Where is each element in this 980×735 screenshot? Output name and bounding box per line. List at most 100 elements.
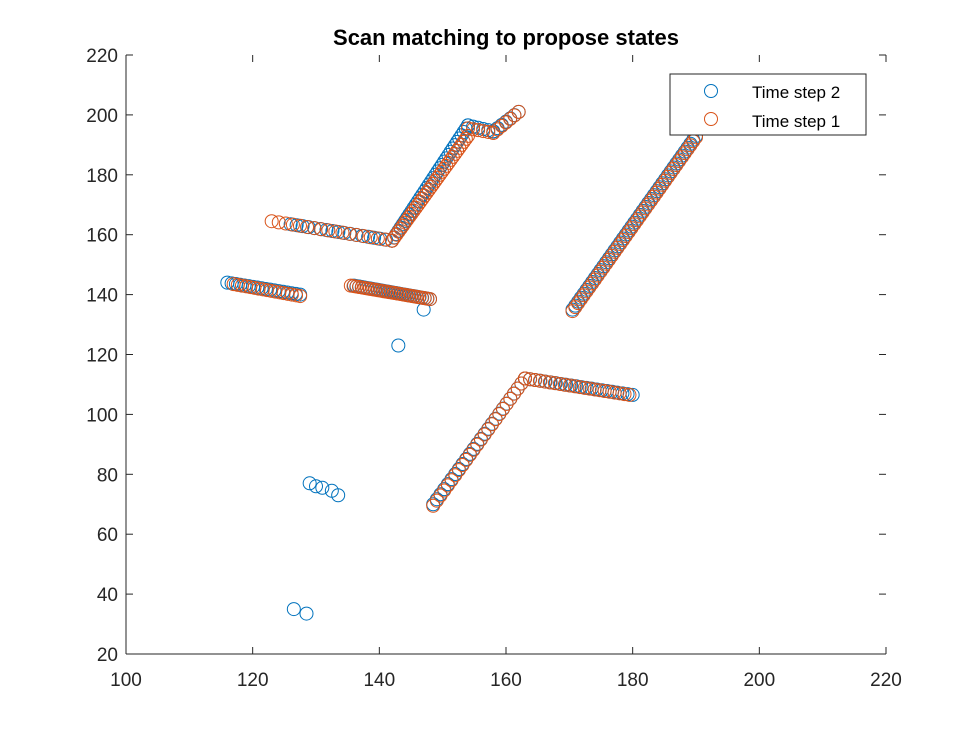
data-point [527, 373, 542, 388]
data-point [547, 376, 562, 391]
data-point [627, 217, 642, 232]
data-point [470, 437, 485, 452]
data-point [349, 227, 364, 242]
data-point [471, 123, 486, 138]
data-point [632, 209, 647, 224]
data-point [342, 226, 357, 241]
data-point [565, 304, 580, 319]
data-point [613, 236, 628, 251]
y-tick-label: 60 [97, 525, 118, 546]
legend: Time step 2 Time step 1 [669, 73, 867, 136]
data-point [571, 296, 586, 311]
data-point [592, 383, 607, 398]
data-point [618, 229, 633, 244]
data-point [669, 158, 684, 172]
data-point [477, 427, 492, 442]
y-tick-label: 180 [86, 166, 118, 187]
data-point [621, 225, 636, 240]
data-point [514, 376, 529, 391]
y-tick-label: 140 [86, 286, 118, 307]
x-tick-label: 200 [743, 670, 775, 691]
data-point [672, 154, 687, 169]
data-point [655, 177, 670, 192]
data-point [423, 292, 437, 307]
data-point [683, 138, 698, 153]
legend-marker-time-step-2 [704, 84, 718, 98]
y-tick-label: 200 [86, 106, 118, 127]
x-tick-label: 220 [870, 670, 902, 691]
data-point [666, 161, 681, 176]
data-point [590, 268, 605, 283]
data-point [429, 493, 444, 508]
data-point [601, 252, 616, 267]
data-point [459, 452, 474, 467]
data-point [652, 181, 667, 196]
data-point [481, 422, 496, 437]
data-point [635, 205, 650, 220]
data-point [506, 386, 521, 401]
data-point [663, 165, 678, 180]
data-point [499, 396, 514, 411]
y-tick-label: 80 [97, 465, 118, 486]
data-point [624, 221, 639, 236]
data-point [607, 385, 622, 400]
data-point [335, 225, 350, 240]
series-1 [226, 104, 703, 513]
data-point [356, 229, 371, 244]
data-point [585, 276, 600, 291]
data-point [638, 201, 653, 216]
data-point [314, 222, 329, 237]
data-point [492, 407, 507, 422]
data-point [597, 384, 612, 399]
plot-background [126, 55, 886, 654]
data-point [278, 216, 293, 231]
data-point [444, 473, 459, 488]
data-point [309, 479, 323, 494]
x-tick-label: 140 [363, 670, 395, 691]
x-tick-label: 180 [617, 670, 649, 691]
data-point [596, 260, 611, 275]
data-point [490, 122, 505, 137]
data-point [649, 185, 664, 200]
data-point [602, 384, 617, 399]
data-point [587, 382, 602, 397]
data-point [680, 142, 695, 157]
y-tick-label: 100 [86, 405, 118, 426]
x-tick-label: 120 [237, 670, 269, 691]
data-point [307, 221, 322, 236]
data-point [607, 244, 622, 259]
data-point [391, 338, 406, 353]
data-point [416, 302, 431, 317]
data-point [674, 150, 689, 165]
data-point [646, 189, 661, 204]
data-point [458, 131, 473, 146]
y-tick-label: 20 [97, 645, 118, 666]
data-point [466, 122, 481, 137]
data-point [370, 231, 385, 246]
data-point [488, 412, 503, 427]
data-point [299, 606, 314, 621]
data-point [461, 121, 475, 136]
data-point [542, 375, 557, 390]
data-point [433, 488, 448, 503]
data-point [582, 280, 597, 295]
data-point [331, 488, 346, 503]
data-point [486, 125, 501, 140]
data-point [292, 218, 307, 233]
legend-label-time-step-1: Time step 1 [752, 112, 840, 131]
legend-label-time-step-2: Time step 2 [752, 83, 840, 102]
data-point [455, 458, 470, 473]
data-point [644, 193, 659, 208]
data-point [599, 256, 614, 271]
y-tick-label: 160 [86, 226, 118, 247]
y-tick-label: 40 [97, 585, 118, 606]
data-point [264, 214, 279, 229]
data-point [518, 371, 532, 386]
data-point [511, 104, 526, 119]
data-point [557, 377, 572, 392]
data-point [462, 447, 477, 462]
data-point [532, 373, 547, 388]
data-point [451, 463, 466, 478]
data-point [494, 118, 509, 133]
